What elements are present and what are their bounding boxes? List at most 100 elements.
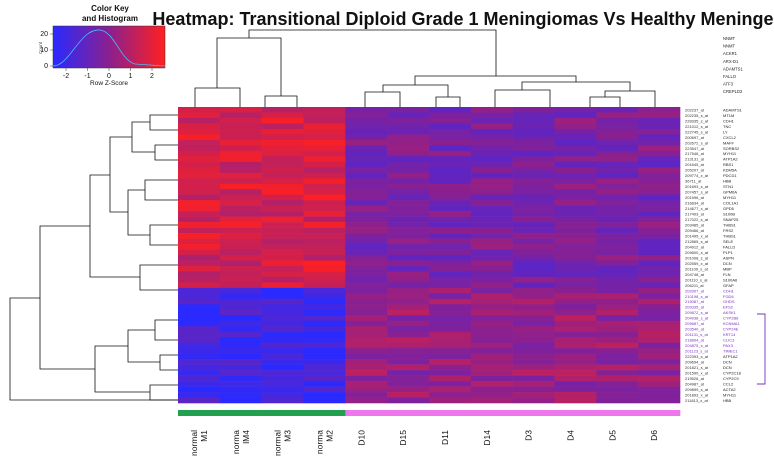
heatmap-cell (345, 309, 388, 316)
probe-label: 204875_s_at (685, 343, 709, 348)
heatmap-cell (638, 364, 681, 371)
heatmap-cell (596, 397, 639, 404)
gene-label: SNAP25 (723, 217, 739, 222)
heatmap-cell (345, 276, 388, 283)
gene-label: GPD5 (723, 206, 735, 211)
heatmap-cell (554, 370, 597, 376)
heatmap-cell (303, 265, 346, 272)
heatmap-cell (303, 128, 346, 135)
heatmap-cell (261, 161, 304, 168)
heatmap-cell (554, 222, 597, 228)
heatmap-cell (638, 238, 681, 245)
heatmap-cell (345, 244, 388, 250)
heatmap-cell (303, 172, 346, 179)
heatmap-cell (596, 107, 639, 113)
heatmap-cell (554, 337, 597, 344)
heatmap-cell (554, 293, 597, 300)
heatmap-cell (178, 145, 221, 152)
heatmap-cell (429, 183, 472, 190)
probe-label: 201131_s_at (685, 332, 709, 337)
heatmap-cell (303, 348, 346, 354)
column-label-sub: M1 (199, 430, 209, 442)
gene-label: TIMEC1 (723, 349, 738, 354)
heatmap-cell (554, 123, 597, 130)
heatmap-cell (387, 222, 430, 228)
heatmap-cell (512, 315, 555, 322)
group-bar-segment (470, 410, 513, 416)
gene-label: CDH1 (723, 118, 735, 123)
heatmap-cell (638, 260, 681, 267)
heatmap-cell (345, 211, 388, 217)
heatmap-cell (429, 375, 472, 382)
probe-label: 205207_at (685, 168, 705, 173)
heatmap-cell (512, 397, 555, 404)
heatmap-cell (219, 348, 262, 354)
gene-label: KDM5A (723, 168, 737, 173)
heatmap-cell (219, 183, 262, 190)
heatmap-cell (554, 128, 597, 135)
heatmap-cell (219, 386, 262, 393)
heatmap-cell (387, 161, 430, 168)
heatmap-cell (303, 397, 346, 404)
heatmap-cell (387, 326, 430, 333)
heatmap-cell (596, 205, 639, 212)
heatmap-cell (219, 359, 262, 365)
heatmap-cell (596, 381, 639, 387)
color-key-x-tick-label: 0 (107, 73, 111, 80)
heatmap-cell (219, 342, 262, 349)
heatmap-cell (596, 287, 639, 294)
heatmap-cell (638, 167, 681, 174)
heatmap-cell (178, 255, 221, 261)
heatmap-cell (638, 315, 681, 322)
heatmap-cell (429, 167, 472, 174)
heatmap-cell (303, 298, 346, 305)
heatmap-cell (512, 134, 555, 141)
heatmap-cell (219, 337, 262, 344)
heatmap-cell (470, 244, 513, 250)
heatmap-cell (345, 227, 388, 234)
heatmap-cell (638, 107, 681, 113)
heatmap-cell (638, 282, 681, 289)
heatmap-cell (261, 326, 304, 333)
heatmap-cell (470, 342, 513, 349)
heatmap-cell (303, 381, 346, 387)
heatmap-cell (554, 172, 597, 179)
heatmap-cell (345, 205, 388, 212)
heatmap-cell (261, 386, 304, 393)
heatmap-cell (429, 348, 472, 354)
heatmap-cell (512, 227, 555, 234)
heatmap-cell (387, 123, 430, 130)
heatmap-cell (387, 145, 430, 152)
heatmap-cell (638, 139, 681, 146)
heatmap-cell (638, 381, 681, 387)
probe-labels: 202237_at202235_s_at228335_s_at221012_s_… (685, 107, 709, 403)
probe-label: 204938_s_at (685, 316, 709, 321)
heatmap-cell (554, 117, 597, 124)
heatmap-cell (387, 287, 430, 294)
heatmap-cell (596, 309, 639, 316)
heatmap-cell (512, 271, 555, 278)
heatmap-cell (596, 156, 639, 163)
heatmap-cell (178, 238, 221, 245)
heatmap-cell (345, 156, 388, 163)
heatmap-cell (345, 134, 388, 141)
top-gene-label: NNMT (723, 36, 736, 41)
heatmap-cell (219, 260, 262, 267)
heatmap-cell (596, 359, 639, 365)
heatmap-cell (512, 282, 555, 289)
heatmap-cell (470, 309, 513, 316)
heatmap-cell (345, 216, 388, 223)
gene-label: S100B (723, 212, 735, 217)
heatmap-cell (219, 161, 262, 168)
probe-label: 202235_s_at (685, 113, 709, 118)
heatmap-cell (219, 167, 262, 174)
heatmap-cell (261, 117, 304, 124)
heatmap-cell (596, 364, 639, 371)
heatmap-cell (596, 375, 639, 382)
heatmap-cell (261, 123, 304, 130)
heatmap-cell (219, 189, 262, 196)
heatmap-cell (303, 222, 346, 228)
heatmap-cell (554, 134, 597, 141)
heatmap-cell (261, 331, 304, 338)
heatmap-cell (638, 205, 681, 212)
